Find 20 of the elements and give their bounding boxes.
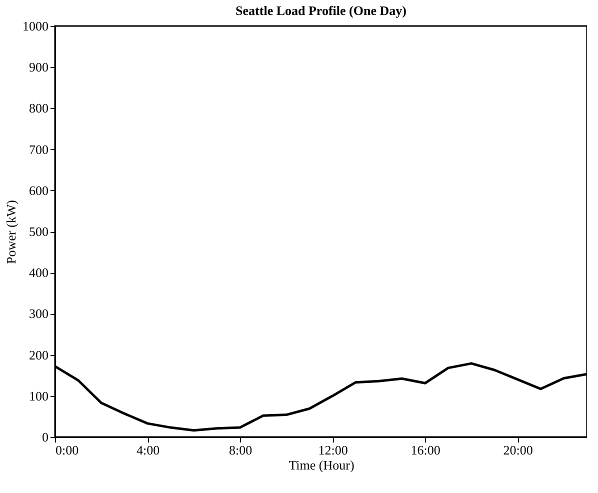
x-tick-label: 8:00 bbox=[228, 442, 252, 458]
x-tick-label: 20:00 bbox=[503, 442, 533, 458]
y-tick-label: 400 bbox=[29, 265, 48, 280]
x-tick-label: 12:00 bbox=[318, 442, 348, 458]
y-tick-label: 100 bbox=[29, 388, 48, 404]
y-tick-label: 300 bbox=[29, 306, 48, 322]
y-tick-label: 900 bbox=[29, 60, 48, 75]
x-tick-label: 0:00 bbox=[56, 442, 79, 458]
y-tick-label: 1000 bbox=[22, 18, 48, 34]
x-tick-label: 4:00 bbox=[136, 442, 160, 458]
y-tick-label: 0 bbox=[42, 430, 48, 444]
y-tick-label: 600 bbox=[29, 182, 48, 198]
chart-title: Seattle Load Profile (One Day) bbox=[236, 3, 406, 18]
y-axis-title: Power (kW) bbox=[4, 200, 18, 264]
x-tick-label: 16:00 bbox=[410, 442, 440, 458]
y-tick-label: 700 bbox=[29, 142, 48, 157]
y-tick-label: 200 bbox=[29, 347, 48, 362]
y-tick-label: 800 bbox=[29, 100, 48, 116]
y-tick-label: 500 bbox=[29, 224, 48, 239]
x-axis-title: Time (Hour) bbox=[288, 458, 354, 472]
